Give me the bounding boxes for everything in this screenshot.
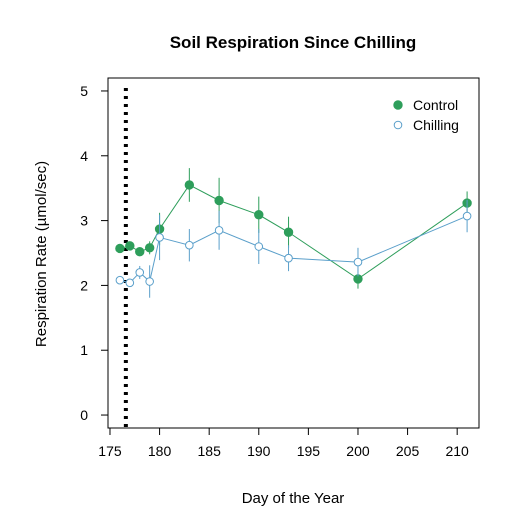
data-point bbox=[462, 211, 472, 221]
legend-marker bbox=[393, 100, 403, 110]
chart-title: Soil Respiration Since Chilling bbox=[170, 33, 417, 52]
y-axis-label: Respiration Rate (µmol/sec) bbox=[33, 161, 50, 347]
x-tick-label: 175 bbox=[98, 443, 122, 459]
data-point bbox=[214, 195, 224, 206]
y-tick-label: 5 bbox=[80, 83, 88, 99]
data-point bbox=[135, 247, 145, 257]
x-tick-label: 200 bbox=[346, 443, 370, 459]
data-point bbox=[214, 226, 224, 235]
series-line-0 bbox=[119, 184, 468, 280]
data-point bbox=[184, 180, 195, 190]
data-point bbox=[284, 253, 293, 263]
data-point bbox=[125, 278, 135, 288]
y-tick-label: 0 bbox=[80, 407, 88, 423]
legend: Control Chilling bbox=[393, 97, 459, 133]
y-tick-label: 4 bbox=[80, 148, 88, 164]
data-point bbox=[144, 243, 155, 253]
y-axis: 0 1 2 3 4 5 bbox=[80, 83, 109, 423]
data-point bbox=[145, 277, 154, 286]
data-point bbox=[135, 268, 145, 277]
y-tick-label: 3 bbox=[80, 213, 88, 229]
data-point bbox=[353, 257, 363, 267]
x-tick-label: 205 bbox=[396, 443, 420, 459]
x-axis: 175 180 185 190 195 200 205 210 bbox=[98, 427, 469, 459]
data-marks bbox=[115, 88, 472, 428]
x-tick-label: 195 bbox=[297, 443, 321, 459]
data-point bbox=[155, 233, 164, 242]
data-point bbox=[115, 243, 125, 254]
data-point bbox=[185, 240, 194, 250]
x-axis-label: Day of the Year bbox=[242, 490, 345, 507]
data-point bbox=[254, 210, 264, 220]
series-line-1 bbox=[119, 215, 468, 284]
x-tick-label: 190 bbox=[247, 443, 271, 459]
legend-label: Chilling bbox=[413, 117, 459, 133]
data-point bbox=[115, 275, 125, 285]
data-point bbox=[283, 227, 294, 237]
x-tick-label: 185 bbox=[198, 443, 222, 459]
x-tick-label: 210 bbox=[445, 443, 469, 459]
y-tick-label: 1 bbox=[80, 342, 88, 358]
data-point bbox=[125, 241, 135, 251]
data-point bbox=[254, 242, 264, 251]
legend-label: Control bbox=[413, 97, 458, 113]
y-tick-label: 2 bbox=[80, 277, 88, 293]
x-tick-label: 180 bbox=[148, 443, 172, 459]
legend-marker bbox=[393, 120, 403, 130]
